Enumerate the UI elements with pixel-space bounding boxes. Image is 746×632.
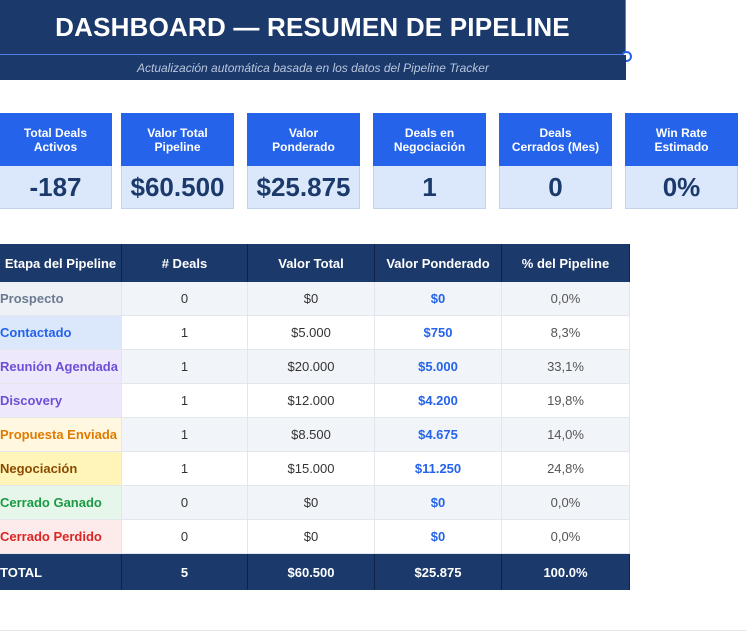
table-cell-ponderado[interactable]: $11.250 [374,451,502,486]
table-cell-stage[interactable]: TOTAL [0,553,122,590]
table-cell-stage[interactable]: Negociación [0,451,122,486]
kpi-label: Valor Ponderado [247,113,360,166]
table-cell-ponderado[interactable]: $0 [374,485,502,520]
table-cell-pct[interactable]: 33,1% [501,349,630,384]
table-cell-stage[interactable]: Cerrado Perdido [0,519,122,554]
sheet-bottom-border [0,630,746,631]
table-cell-stage[interactable]: Discovery [0,383,122,418]
table-row: Discovery 1 $12.000 $4.200 19,8% [0,383,630,418]
table-cell-ponderado[interactable]: $4.675 [374,417,502,452]
kpi-card-valor-total: Valor Total Pipeline $60.500 [121,113,234,209]
kpi-value: 0 [499,166,612,209]
table-cell-deals[interactable]: 1 [121,383,248,418]
table-cell-deals[interactable]: 1 [121,315,248,350]
column-header[interactable]: # Deals [121,244,248,282]
table-cell-deals[interactable]: 1 [121,417,248,452]
kpi-card-total-deals: Total Deals Activos -187 [0,113,112,209]
table-cell-ponderado[interactable]: $0 [374,519,502,554]
pipeline-table: Etapa del Pipeline # Deals Valor Total V… [0,244,630,590]
kpi-label: Valor Total Pipeline [121,113,234,166]
table-cell-pct[interactable]: 0,0% [501,485,630,520]
dashboard-title-bar[interactable]: DASHBOARD — RESUMEN DE PIPELINE [0,0,626,55]
table-cell-pct[interactable]: 19,8% [501,383,630,418]
table-row: Cerrado Perdido 0 $0 $0 0,0% [0,519,630,554]
table-cell-total[interactable]: $0 [247,485,375,520]
kpi-label: Total Deals Activos [0,113,112,166]
total-row: TOTAL 5 $60.500 $25.875 100.0% [0,553,630,590]
table-cell-deals[interactable]: 0 [121,519,248,554]
table-cell-total[interactable]: $60.500 [247,553,375,590]
table-cell-stage[interactable]: Contactado [0,315,122,350]
column-header[interactable]: % del Pipeline [501,244,630,282]
column-header[interactable]: Valor Total [247,244,375,282]
table-cell-deals[interactable]: 0 [121,282,248,316]
kpi-card-win-rate: Win Rate Estimado 0% [625,113,738,209]
table-cell-pct[interactable]: 24,8% [501,451,630,486]
table-cell-pct[interactable]: 0,0% [501,282,630,316]
table-cell-deals[interactable]: 5 [121,553,248,590]
table-cell-deals[interactable]: 1 [121,451,248,486]
table-cell-ponderado[interactable]: $5.000 [374,349,502,384]
table-cell-pct[interactable]: 8,3% [501,315,630,350]
table-cell-pct[interactable]: 14,0% [501,417,630,452]
kpi-label: Win Rate Estimado [625,113,738,166]
page-subtitle: Actualización automática basada en los d… [137,60,489,75]
kpi-value: $25.875 [247,166,360,209]
table-row: Prospecto 0 $0 $0 0,0% [0,282,630,316]
table-cell-pct[interactable]: 100.0% [501,553,630,590]
kpi-card-valor-ponderado: Valor Ponderado $25.875 [247,113,360,209]
table-row: Cerrado Ganado 0 $0 $0 0,0% [0,485,630,520]
table-cell-total[interactable]: $0 [247,282,375,316]
table-cell-stage[interactable]: Propuesta Enviada [0,417,122,452]
kpi-value: 0% [625,166,738,209]
kpi-card-negociacion: Deals en Negociación 1 [373,113,486,209]
table-cell-stage[interactable]: Reunión Agendada [0,349,122,384]
table-cell-ponderado[interactable]: $750 [374,315,502,350]
table-cell-deals[interactable]: 0 [121,485,248,520]
kpi-label: Deals en Negociación [373,113,486,166]
table-row: Reunión Agendada 1 $20.000 $5.000 33,1% [0,349,630,384]
table-cell-deals[interactable]: 1 [121,349,248,384]
column-header[interactable]: Valor Ponderado [374,244,502,282]
table-row: Negociación 1 $15.000 $11.250 24,8% [0,451,630,486]
table-cell-stage[interactable]: Cerrado Ganado [0,485,122,520]
table-cell-total[interactable]: $0 [247,519,375,554]
table-cell-total[interactable]: $8.500 [247,417,375,452]
table-cell-ponderado[interactable]: $25.875 [374,553,502,590]
table-row: Contactado 1 $5.000 $750 8,3% [0,315,630,350]
kpi-label: Deals Cerrados (Mes) [499,113,612,166]
table-cell-pct[interactable]: 0,0% [501,519,630,554]
table-cell-ponderado[interactable]: $0 [374,282,502,316]
column-header[interactable]: Etapa del Pipeline [0,244,122,282]
kpi-value: $60.500 [121,166,234,209]
table-cell-stage[interactable]: Prospecto [0,282,122,316]
kpi-value: 1 [373,166,486,209]
table-cell-ponderado[interactable]: $4.200 [374,383,502,418]
table-cell-total[interactable]: $15.000 [247,451,375,486]
subtitle-bar: Actualización automática basada en los d… [0,55,626,80]
table-cell-total[interactable]: $5.000 [247,315,375,350]
table-row: Propuesta Enviada 1 $8.500 $4.675 14,0% [0,417,630,452]
table-cell-total[interactable]: $20.000 [247,349,375,384]
kpi-card-cerrados: Deals Cerrados (Mes) 0 [499,113,612,209]
table-cell-total[interactable]: $12.000 [247,383,375,418]
page-title: DASHBOARD — RESUMEN DE PIPELINE [55,11,570,42]
kpi-value: -187 [0,166,112,209]
table-header-row: Etapa del Pipeline # Deals Valor Total V… [0,244,630,282]
